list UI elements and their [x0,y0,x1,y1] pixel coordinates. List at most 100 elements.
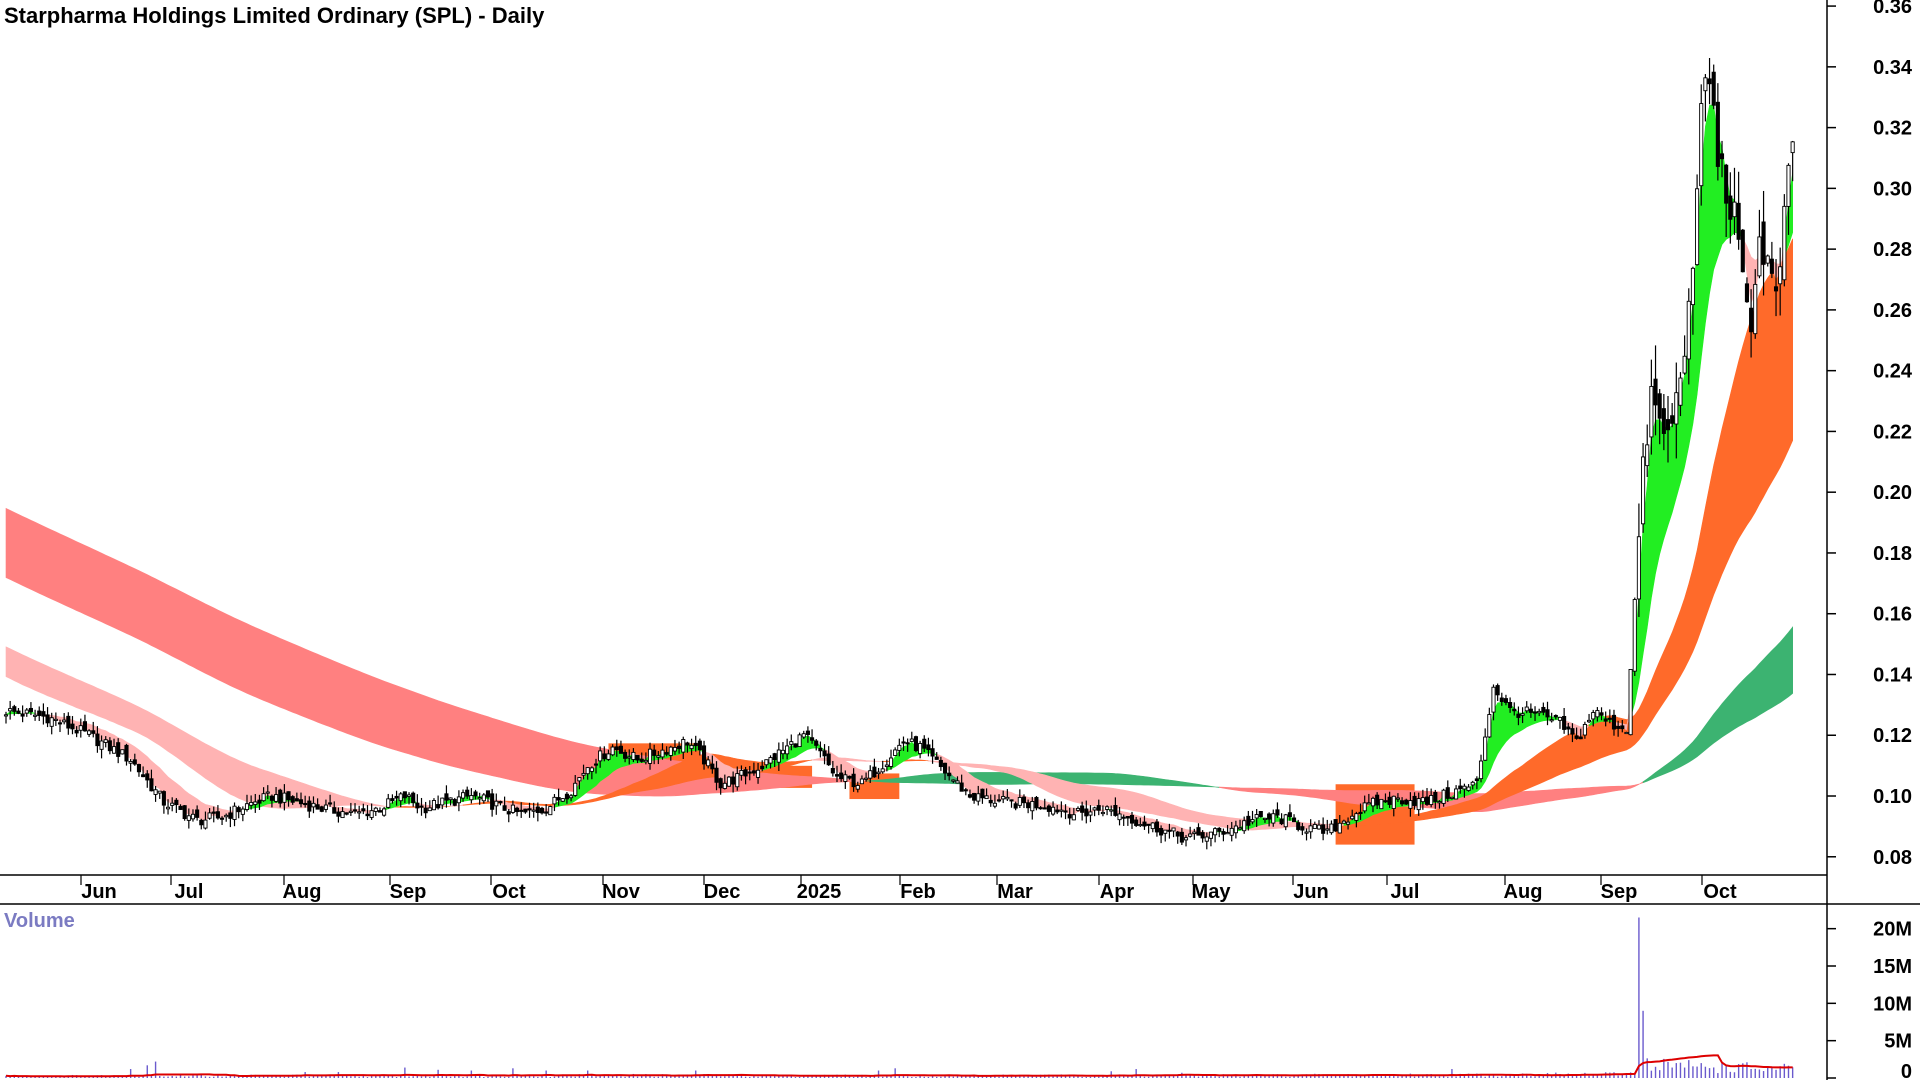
candle-body [1491,686,1496,713]
date-tick-label: Oct [1703,881,1737,903]
candle-body [1537,710,1542,714]
candle-body [1620,725,1625,730]
candle-body [1611,714,1617,730]
candle-body [656,755,661,758]
chart-title: Starpharma Holdings Limited Ordinary (SP… [4,3,545,28]
candle-body [448,797,453,801]
candle-body [1495,685,1500,696]
candle-body [1225,832,1230,835]
date-tick-label: Jul [175,881,204,903]
candle-body [606,753,611,760]
candle-body [1308,825,1313,833]
candle-body [485,790,491,798]
candle-body [701,745,707,765]
candle-body [818,747,823,752]
candle-body [1790,141,1795,154]
candle-body [1080,805,1085,813]
candle-body [294,798,299,802]
price-tick-label: 0.22 [1873,421,1912,443]
candle-body [1038,807,1043,810]
candle-body [427,807,432,812]
candle-body [623,751,628,759]
candle-body [357,811,362,814]
candle-body [1304,831,1309,834]
candle-body [1632,599,1637,672]
candle-body [136,764,142,773]
candle-body [1325,828,1330,831]
price-tick-label: 0.24 [1873,361,1913,383]
candle-body [66,715,71,729]
candle-body [244,803,250,810]
candle-body [1379,798,1384,810]
candle-body [506,811,511,815]
candle-body [859,778,864,785]
candle-body [897,744,902,751]
candle-body [1175,831,1180,837]
date-tick-label: Nov [602,881,641,903]
candle-body [1553,714,1558,718]
candle-body [1204,836,1209,842]
candle-body [569,795,574,799]
candle-body [1138,823,1143,827]
candle-body [1549,719,1554,722]
candle-body [577,777,582,782]
candle-body [810,737,815,741]
candle-body [573,782,578,796]
candle-body [111,746,117,754]
candle-body [552,796,557,805]
candle-body [722,782,727,789]
candle-body [531,809,536,812]
candle-body [298,799,304,805]
candle-body [1478,760,1484,780]
candle-body [1375,794,1380,806]
candle-body [228,812,233,819]
volume-axis-ticks: 0 5M 10M 15M 20M [1827,919,1912,1080]
candle-body [390,798,395,802]
candle-body [834,774,840,777]
candle-body [548,806,553,816]
candle-body [1719,153,1725,160]
candle-body [315,804,320,810]
candle-body [1005,796,1010,800]
price-panel [3,58,1795,850]
candle-body [1695,188,1700,266]
candle-body [793,743,798,748]
candle-body [839,772,844,780]
candle-body [477,797,482,800]
candle-body [240,808,245,815]
candle-body [1474,778,1479,782]
candle-body [639,758,644,762]
candle-body [1566,726,1571,730]
candle-body [643,759,648,763]
candle-body [1557,716,1563,721]
price-tick-label: 0.16 [1873,604,1912,626]
candle-body [423,807,428,814]
candle-body [319,806,324,812]
candle-body [1773,286,1779,292]
candle-body [1042,807,1047,810]
candle-body [232,805,237,820]
date-tick-label: May [1192,881,1232,903]
candle-body [1570,728,1575,735]
candle-body [938,759,943,768]
candle-body [461,792,466,799]
candle-body [149,778,154,792]
candle-body [1665,419,1671,431]
candle-body [589,767,594,772]
candle-body [1366,802,1371,805]
price-tick-label: 0.14 [1873,664,1913,686]
candle-body [1213,828,1218,836]
candle-body [1233,825,1238,834]
candle-body [1782,205,1787,281]
candle-body [157,790,162,794]
candle-body [1134,819,1139,826]
price-tick-label: 0.12 [1873,725,1912,747]
candle-body [756,769,761,778]
candle-body [685,742,690,746]
date-tick-label: Jun [1293,881,1329,903]
candle-body [161,791,166,806]
candle-body [1454,788,1459,800]
candle-body [274,794,279,802]
candle-body [1267,813,1272,820]
candle-body [402,791,407,799]
